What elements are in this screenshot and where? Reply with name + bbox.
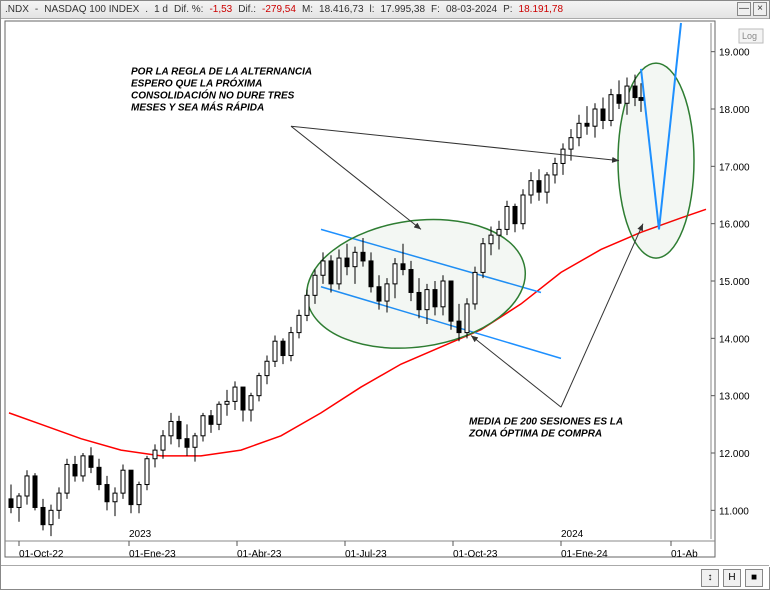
- chart-area[interactable]: 11.000 12.000 13.000 14.000 15.000 16.000 17.0…: [1, 19, 769, 565]
- svg-text:14.000: 14.000: [719, 334, 750, 345]
- f-value: 08-03-2024: [446, 4, 497, 15]
- m-label: M:: [302, 4, 313, 15]
- svg-text:15.000: 15.000: [719, 277, 750, 288]
- timeframe: 1 d: [154, 4, 168, 15]
- svg-text:01-Oct-23: 01-Oct-23: [453, 549, 498, 560]
- instrument-name: NASDAQ 100 INDEX: [44, 4, 139, 15]
- svg-text:01-Jul-23: 01-Jul-23: [345, 549, 387, 560]
- svg-text:ZONA ÓPTIMA DE COMPRA: ZONA ÓPTIMA DE COMPRA: [468, 426, 602, 439]
- svg-text:2024: 2024: [561, 529, 584, 540]
- svg-text:01-Abr-23: 01-Abr-23: [237, 549, 282, 560]
- svg-text:01-Ene-24: 01-Ene-24: [561, 549, 608, 560]
- color-tool-button[interactable]: ■: [745, 569, 763, 587]
- zoom-tool-button[interactable]: H: [723, 569, 741, 587]
- dash2: .: [145, 4, 148, 15]
- difpct-value: -1,53: [209, 4, 232, 15]
- titlebar: .NDX - NASDAQ 100 INDEX . 1 d Dif. %: -1…: [1, 1, 769, 19]
- close-button[interactable]: ×: [753, 2, 767, 16]
- cursor-tool-button[interactable]: ↕: [701, 569, 719, 587]
- p-value: 18.191,78: [519, 4, 564, 15]
- dash1: -: [35, 4, 38, 15]
- window: .NDX - NASDAQ 100 INDEX . 1 d Dif. %: -1…: [0, 0, 770, 590]
- l-label: l:: [370, 4, 375, 15]
- dif-label: Dif.:: [238, 4, 256, 15]
- svg-text:CONSOLIDACIÓN NO DURE TRES: CONSOLIDACIÓN NO DURE TRES: [131, 89, 295, 102]
- svg-text:Log: Log: [742, 31, 757, 41]
- f-label: F:: [431, 4, 440, 15]
- svg-text:01-Oct-22: 01-Oct-22: [19, 549, 64, 560]
- svg-text:MEDIA DE 200 SESIONES ES LA: MEDIA DE 200 SESIONES ES LA: [469, 416, 623, 427]
- svg-text:18.000: 18.000: [719, 105, 750, 116]
- difpct-label: Dif. %:: [174, 4, 203, 15]
- svg-text:POR LA REGLA DE LA ALTERNANCIA: POR LA REGLA DE LA ALTERNANCIA: [131, 67, 312, 78]
- svg-text:13.000: 13.000: [719, 392, 750, 403]
- svg-text:11.000: 11.000: [719, 506, 749, 517]
- svg-text:MESES Y SEA MÁS RÁPIDA: MESES Y SEA MÁS RÁPIDA: [131, 101, 264, 114]
- minimize-button[interactable]: —: [737, 2, 751, 16]
- m-value: 18.416,73: [319, 4, 364, 15]
- dif-value: -279,54: [262, 4, 296, 15]
- svg-text:01-Ene-23: 01-Ene-23: [129, 549, 176, 560]
- svg-text:01-Ab: 01-Ab: [671, 549, 698, 560]
- svg-text:16.000: 16.000: [719, 220, 750, 231]
- l-value: 17.995,38: [381, 4, 426, 15]
- p-label: P:: [503, 4, 512, 15]
- svg-text:ESPERO QUE LA PRÓXIMA: ESPERO QUE LA PRÓXIMA: [131, 77, 262, 90]
- symbol: .NDX: [5, 4, 29, 15]
- svg-text:12.000: 12.000: [719, 449, 750, 460]
- bottom-toolbar: ↕ H ■: [1, 565, 769, 589]
- svg-text:2023: 2023: [129, 529, 152, 540]
- svg-text:17.000: 17.000: [719, 162, 750, 173]
- svg-text:19.000: 19.000: [719, 48, 750, 59]
